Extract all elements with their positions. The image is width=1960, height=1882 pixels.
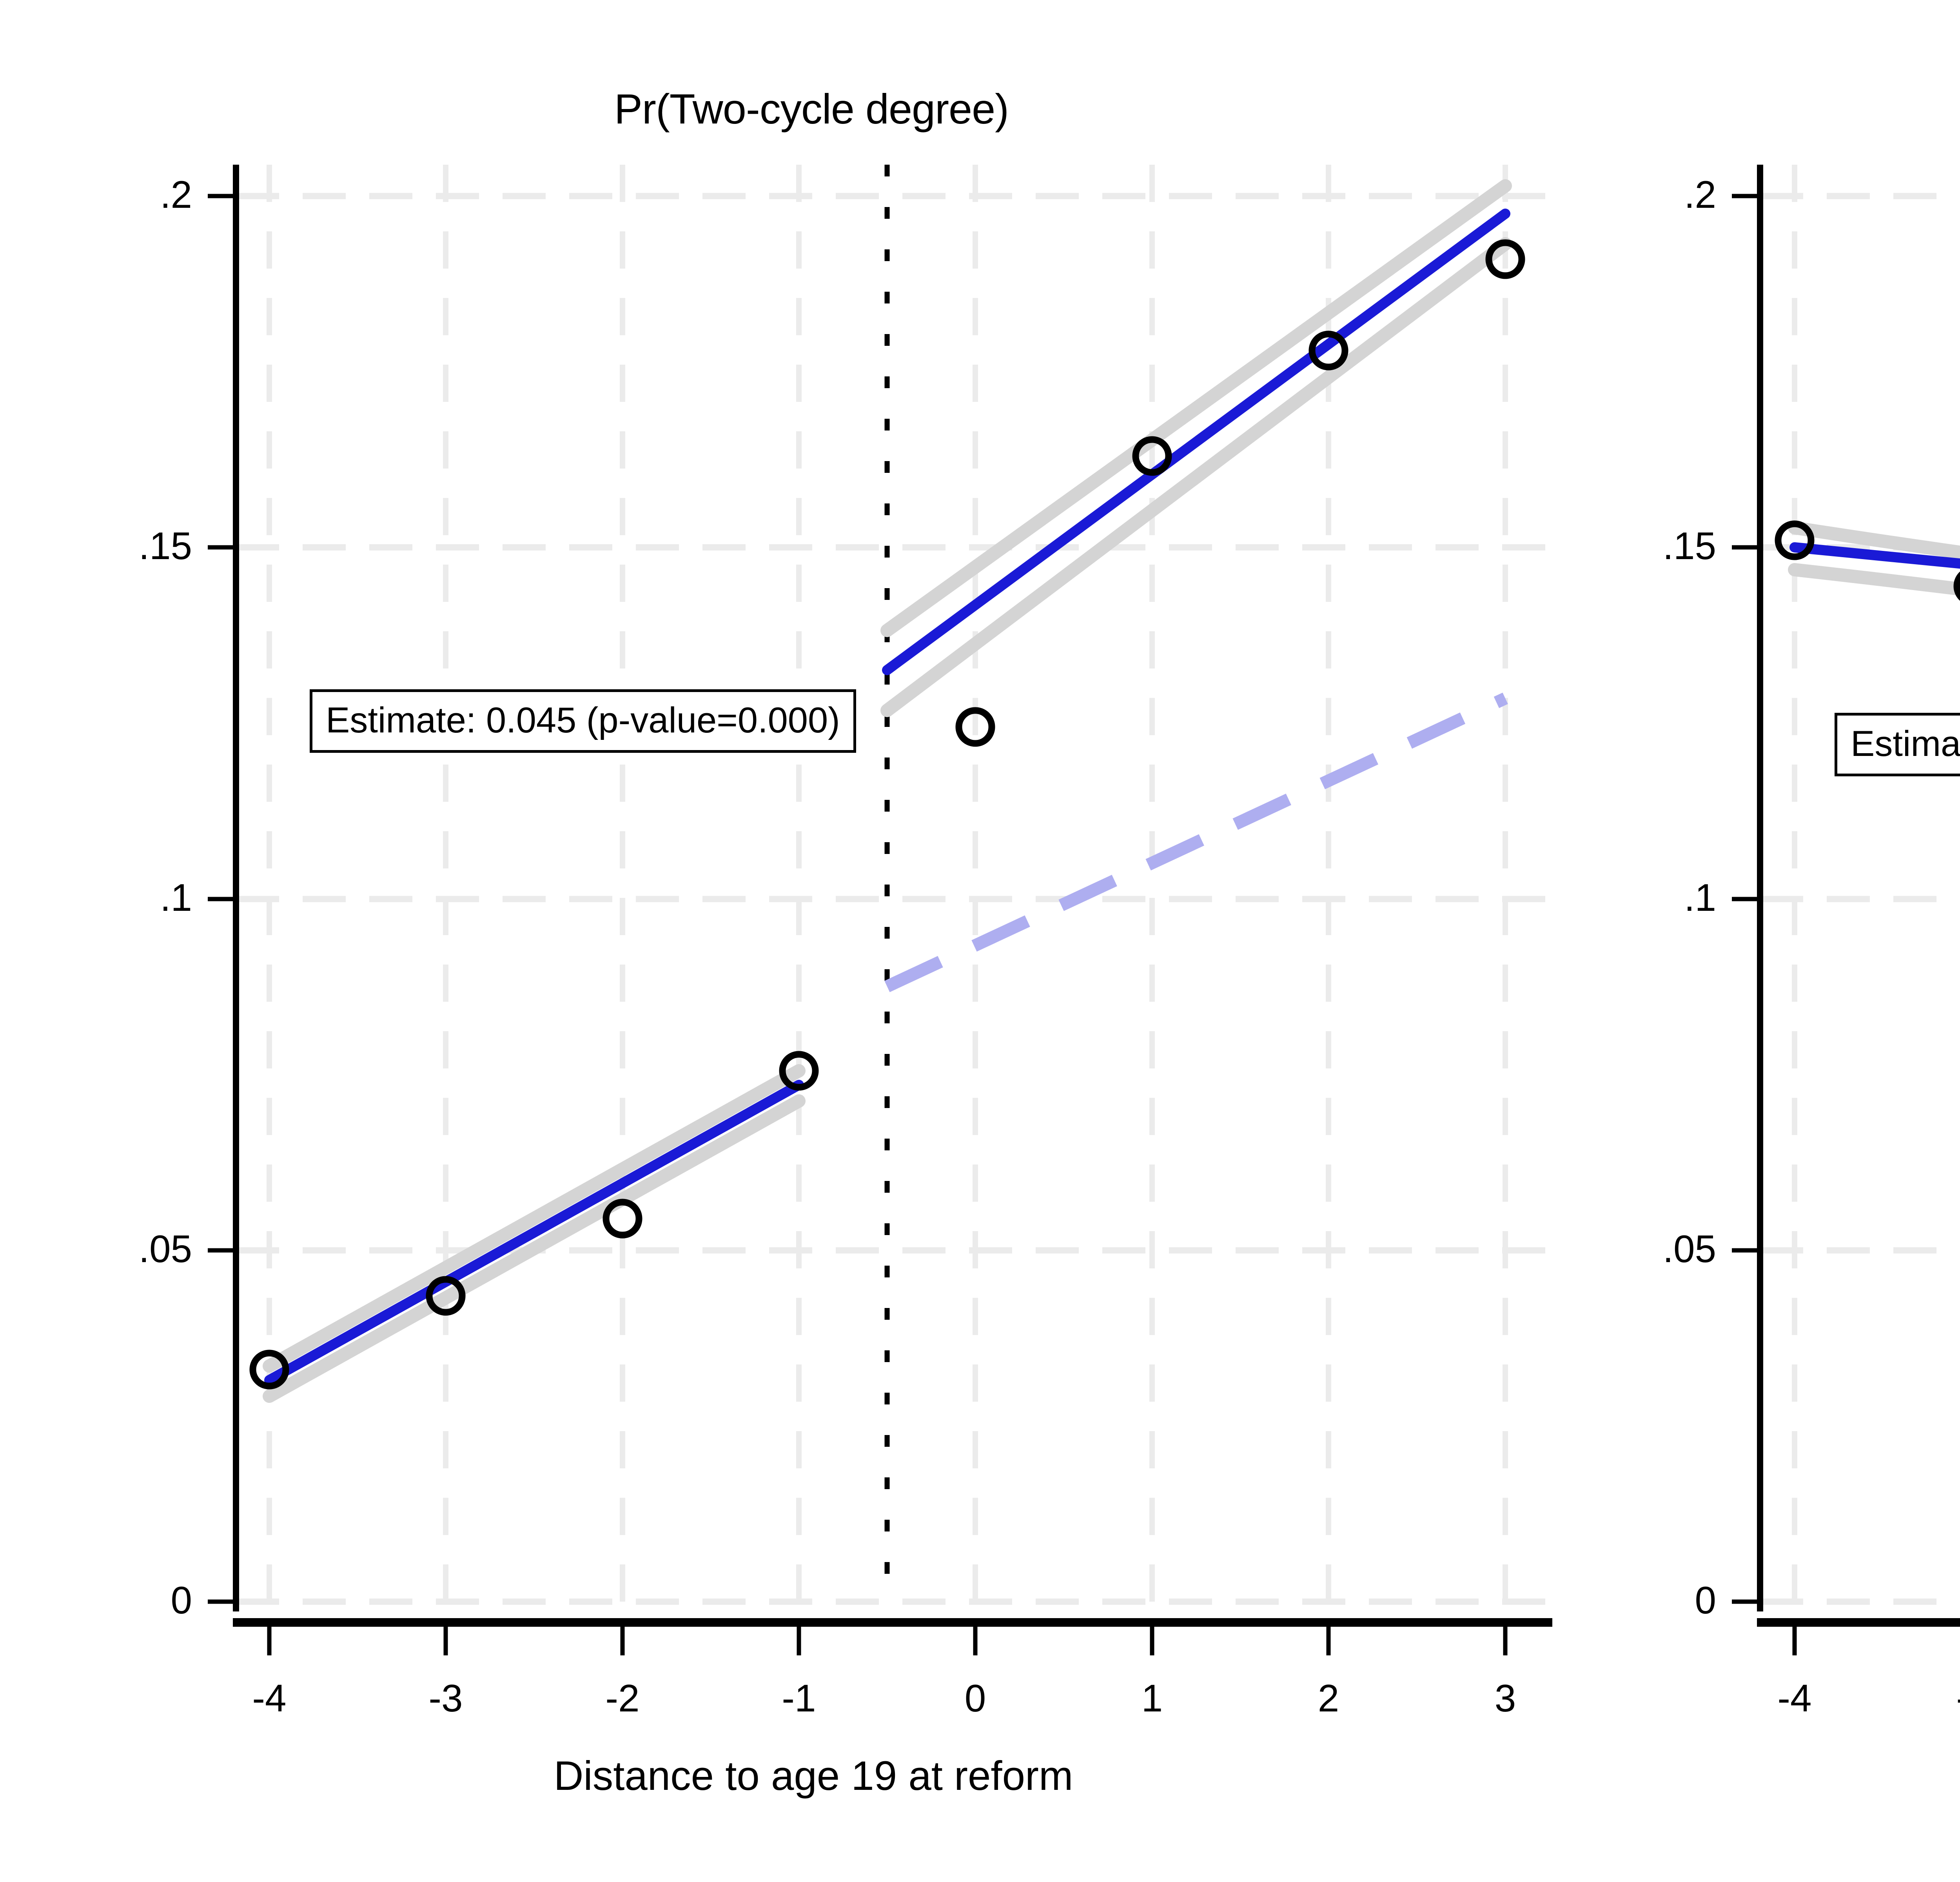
xtick-label-left-2: -2 [605, 1677, 640, 1720]
ytick-label-right-0: .2 [1684, 173, 1716, 216]
ci-band-left-post [880, 179, 1512, 717]
xtick-label-left-0: -4 [252, 1677, 287, 1720]
ytick-label-left-4: 0 [171, 1579, 192, 1622]
ytick-label-left-3: .05 [138, 1227, 192, 1270]
ci-band-left-pre [263, 1064, 806, 1403]
xtick-label-left-4: 0 [964, 1677, 986, 1720]
data-markers-left [249, 239, 1525, 1390]
fit-line-right-pre [1789, 542, 1960, 569]
ytick-label-right-4: 0 [1695, 1579, 1716, 1622]
xaxis-title-right: Distance to age 19 at reform [1568, 1753, 1960, 1800]
panel-single-cycle: Pr(Single-cycle degree) [1568, 0, 1960, 1882]
xtick-label-left-3: -1 [782, 1677, 816, 1720]
ytick-label-left-1: .15 [138, 524, 192, 567]
xtick-label-left-1: -3 [428, 1677, 463, 1720]
plot-area-two-cycle [208, 165, 1552, 1655]
x-ticks-right [1792, 1622, 1797, 1655]
ci-band-right-pre [1788, 521, 1960, 596]
ytick-label-right-3: .05 [1662, 1227, 1716, 1270]
xtick-label-right-1: -3 [1934, 1676, 1960, 1720]
y-ticks-right [1732, 194, 1760, 1604]
ytick-label-left-0: .2 [160, 173, 192, 216]
x-ticks-left [267, 1622, 1508, 1655]
counterfactual-line-left [884, 692, 1508, 992]
panel-title-two-cycle: Pr(Two-cycle degree) [614, 85, 1009, 133]
estimate-box-single-cycle: Estimate: -0.037 (p-value=0.000) [1835, 713, 1960, 776]
ytick-label-right-1: .15 [1662, 524, 1716, 567]
xaxis-title-left: Distance to age 19 at reform [554, 1753, 1073, 1799]
data-markers-right [1775, 520, 1960, 601]
xtick-label-left-5: 1 [1141, 1677, 1163, 1720]
y-ticks-left [208, 194, 236, 1604]
horizontal-gridlines-right [1760, 193, 1960, 1605]
ytick-label-right-2: .1 [1684, 876, 1716, 919]
xtick-label-left-7: 3 [1494, 1677, 1516, 1720]
plot-area-single-cycle [1732, 165, 1960, 1655]
xtick-label-left-6: 2 [1318, 1677, 1339, 1720]
fit-line-left-post [882, 209, 1510, 675]
horizontal-gridlines-left [236, 193, 1552, 1605]
panel-two-cycle: Pr(Two-cycle degree) [138, 85, 1552, 1799]
xtick-label-right-0: -4 [1777, 1677, 1812, 1720]
ytick-label-left-2: .1 [160, 876, 192, 919]
vertical-gridlines-right [1792, 165, 1797, 1602]
fit-line-left-pre [264, 1080, 804, 1385]
estimate-box-two-cycle: Estimate: 0.045 (p-value=0.000) [310, 689, 856, 753]
